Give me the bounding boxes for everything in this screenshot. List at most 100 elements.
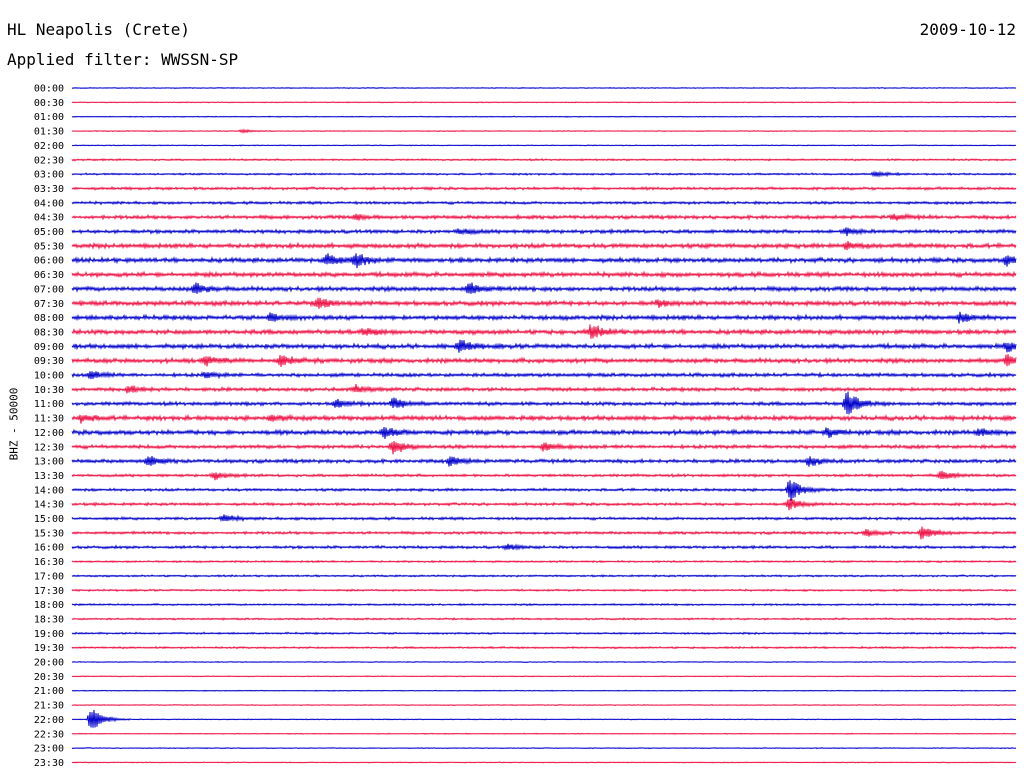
row-time-label: 22:00	[34, 715, 64, 726]
row-time-label: 02:30	[34, 155, 64, 166]
row-time-label: 06:30	[34, 270, 64, 281]
row-time-label: 04:30	[34, 213, 64, 224]
row-time-label: 00:30	[34, 98, 64, 109]
date-label: 2009-10-12	[919, 20, 1016, 39]
row-time-label: 20:30	[34, 672, 64, 683]
trace-line	[71, 645, 1017, 650]
trace-line	[71, 297, 1017, 309]
row-time-label: 12:30	[34, 442, 64, 453]
trace-line	[71, 270, 1017, 279]
trace-line	[71, 631, 1017, 636]
trace-line	[71, 324, 1017, 339]
trace-line	[71, 101, 1017, 104]
row-time-label: 06:00	[34, 256, 64, 267]
trace-line	[71, 185, 1017, 192]
trace-line	[71, 761, 1017, 764]
row-time-label: 12:00	[34, 428, 64, 439]
row-time-label: 19:30	[34, 643, 64, 654]
trace-line	[71, 128, 1017, 134]
trace-line	[71, 588, 1017, 593]
trace-line	[71, 573, 1017, 578]
trace-line	[71, 709, 1017, 728]
trace-line	[71, 480, 1017, 502]
trace-line	[71, 253, 1017, 269]
trace-line	[71, 200, 1017, 206]
row-time-label: 05:00	[34, 227, 64, 238]
trace-line	[71, 339, 1017, 353]
trace-line	[71, 115, 1017, 118]
trace-line	[71, 212, 1017, 222]
trace-line	[71, 240, 1017, 251]
trace-line	[71, 746, 1017, 750]
row-time-label: 02:00	[34, 141, 64, 152]
row-time-label: 11:00	[34, 399, 64, 410]
trace-line	[71, 455, 1017, 467]
row-time-label: 03:00	[34, 170, 64, 181]
trace-line	[71, 543, 1017, 552]
trace-line	[71, 370, 1017, 380]
row-time-label: 07:30	[34, 299, 64, 310]
row-time-label: 15:30	[34, 528, 64, 539]
row-time-label: 15:00	[34, 514, 64, 525]
trace-line	[71, 157, 1017, 162]
trace-line	[71, 498, 1017, 511]
row-time-label: 20:00	[34, 658, 64, 669]
trace-line	[71, 660, 1017, 664]
row-time-label: 14:30	[34, 500, 64, 511]
row-time-label: 18:30	[34, 614, 64, 625]
trace-line	[71, 441, 1017, 455]
trace-line	[71, 383, 1017, 394]
row-time-label: 10:00	[34, 371, 64, 382]
row-time-label: 09:30	[34, 356, 64, 367]
trace-line	[71, 689, 1017, 692]
trace-line	[71, 616, 1017, 621]
trace-line	[71, 144, 1017, 147]
row-time-label: 17:00	[34, 571, 64, 582]
row-time-label: 16:30	[34, 557, 64, 568]
row-time-label: 13:00	[34, 457, 64, 468]
trace-line	[71, 732, 1017, 735]
trace-line	[71, 470, 1017, 481]
trace-line	[71, 311, 1017, 324]
row-time-label: 09:00	[34, 342, 64, 353]
row-time-label: 05:30	[34, 241, 64, 252]
row-time-label: 04:00	[34, 198, 64, 209]
trace-line	[71, 427, 1017, 440]
row-time-label: 19:00	[34, 629, 64, 640]
trace-line	[71, 526, 1017, 540]
row-time-label: 01:30	[34, 127, 64, 138]
trace-line	[71, 282, 1017, 294]
row-time-label: 13:30	[34, 471, 64, 482]
trace-line	[71, 86, 1017, 90]
trace-line	[71, 354, 1017, 367]
row-time-label: 00:00	[34, 84, 64, 95]
trace-line	[71, 514, 1017, 523]
trace-line	[71, 675, 1017, 678]
trace-line	[71, 602, 1017, 607]
row-time-label: 17:30	[34, 586, 64, 597]
row-time-label: 11:30	[34, 414, 64, 425]
row-time-label: 01:00	[34, 112, 64, 123]
row-time-label: 18:00	[34, 600, 64, 611]
trace-line	[71, 391, 1017, 415]
row-time-label: 14:00	[34, 485, 64, 496]
trace-line	[71, 703, 1017, 707]
row-time-label: 23:00	[34, 744, 64, 755]
station-title: HL Neapolis (Crete)	[7, 20, 191, 39]
row-time-label: 23:30	[34, 758, 64, 769]
trace-line	[71, 170, 1017, 178]
row-time-label: 08:30	[34, 327, 64, 338]
filter-label: Applied filter: WWSSN-SP	[7, 50, 239, 69]
row-time-label: 21:30	[34, 701, 64, 712]
trace-line	[71, 559, 1017, 564]
row-time-label: 07:00	[34, 284, 64, 295]
trace-line	[71, 227, 1017, 237]
row-time-label: 10:30	[34, 385, 64, 396]
trace-line	[71, 413, 1017, 424]
row-time-label: 03:30	[34, 184, 64, 195]
row-time-label: 21:00	[34, 686, 64, 697]
row-time-label: 08:00	[34, 313, 64, 324]
row-time-label: 16:00	[34, 543, 64, 554]
row-time-label: 22:30	[34, 729, 64, 740]
